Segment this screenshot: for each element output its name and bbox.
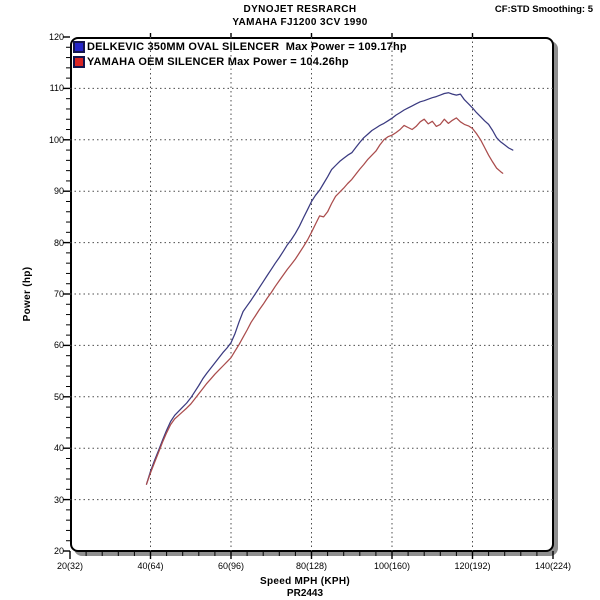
legend-item: DELKEVIC 350MM OVAL SILENCER Max Power =… xyxy=(73,40,407,54)
y-tick-label: 110 xyxy=(49,83,64,94)
x-tick-label: 20(32) xyxy=(56,561,83,571)
legend-label: DELKEVIC 350MM OVAL SILENCER Max Power =… xyxy=(87,41,407,53)
x-axis-title: Speed MPH (KPH) xyxy=(259,576,351,587)
chart-legend: DELKEVIC 350MM OVAL SILENCER Max Power =… xyxy=(73,40,407,70)
y-tick-label: 60 xyxy=(53,340,64,351)
x-tick-label: 80(128) xyxy=(295,561,328,571)
x-tick-label: 140(224) xyxy=(534,561,572,571)
chart-title-line1: DYNOJET RESRARCH xyxy=(243,4,357,15)
y-tick-label: 80 xyxy=(53,237,64,248)
y-tick-label: 90 xyxy=(53,186,64,197)
legend-swatch-icon xyxy=(73,56,85,68)
x-tick-label: 60(96) xyxy=(217,561,244,571)
y-tick-label: 20 xyxy=(53,546,64,556)
chart-footnote: PR2443 xyxy=(286,588,324,599)
y-tick-label: 30 xyxy=(53,494,64,505)
chart-title-line2: YAMAHA FJ1200 3CV 1990 xyxy=(232,16,368,28)
legend-swatch-icon xyxy=(73,41,85,53)
y-tick-label: 50 xyxy=(53,391,64,402)
y-tick-label: 40 xyxy=(53,443,64,454)
y-axis-title: Power (hp) xyxy=(22,266,33,322)
x-tick-label: 100(160) xyxy=(373,561,411,571)
oem-power-curve xyxy=(145,117,504,485)
y-tick-label: 120 xyxy=(48,32,64,42)
x-tick-label: 120(192) xyxy=(454,561,491,571)
x-tick-label: 40(64) xyxy=(137,561,164,571)
smoothing-info: CF:STD Smoothing: 5 xyxy=(494,4,593,15)
y-tick-label: 70 xyxy=(53,289,64,299)
chart-title-block: DYNOJET RESRARCH YAMAHA FJ1200 3CV 1990 xyxy=(0,4,600,29)
y-tick-label: 100 xyxy=(48,134,64,145)
legend-item: YAMAHA OEM SILENCER Max Power = 104.26hp xyxy=(73,55,407,69)
delkevic-power-curve xyxy=(145,92,514,485)
legend-label: YAMAHA OEM SILENCER Max Power = 104.26hp xyxy=(87,56,349,68)
